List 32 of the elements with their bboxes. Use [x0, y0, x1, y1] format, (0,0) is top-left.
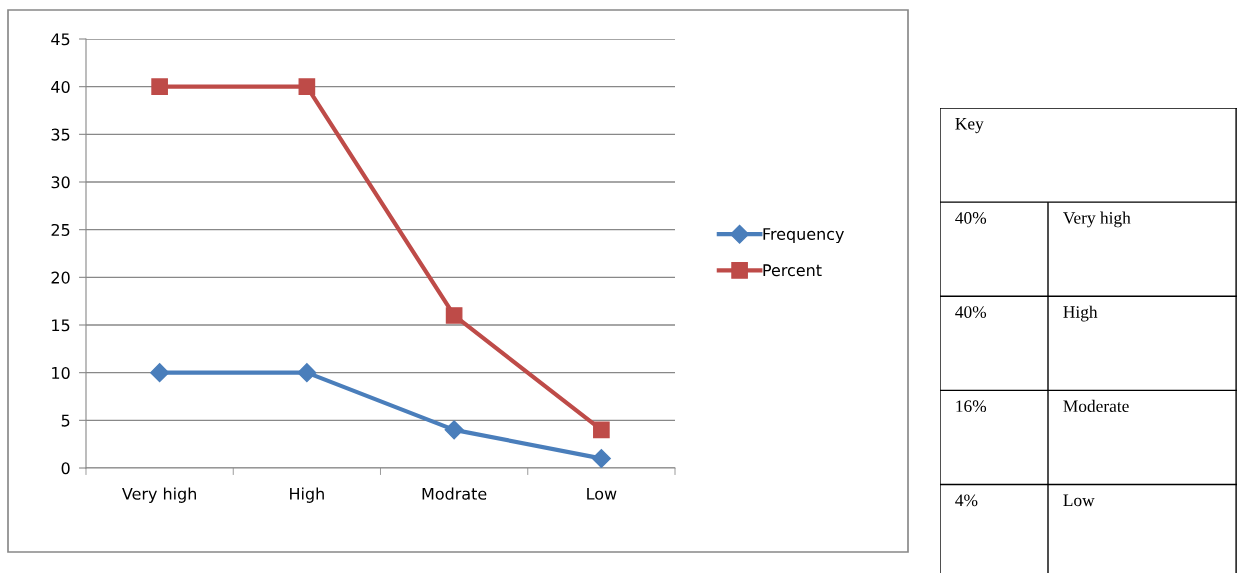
legend-label: Percent [763, 264, 822, 277]
point [445, 307, 463, 324]
x-tick-label: Very high [122, 487, 196, 503]
point [444, 420, 464, 440]
x-tick-label: High [290, 487, 324, 503]
legend-label: Frequency [763, 228, 844, 244]
y-tick-label: 25 [51, 223, 70, 236]
point [150, 363, 170, 383]
text: 4% [955, 494, 978, 507]
x-tick-label: Modrate [422, 487, 487, 500]
x-tick-label: Low [587, 487, 617, 500]
y-tick-label: 45 [51, 33, 70, 46]
text: 16% [956, 400, 987, 413]
y-tick-label: 40 [51, 80, 70, 93]
text: 40% [955, 306, 987, 318]
point [298, 78, 316, 96]
y-tick-label: 10 [52, 366, 70, 379]
y-tick-label: 0 [61, 462, 70, 475]
text: Very high [1063, 211, 1131, 228]
y-tick-label: 5 [61, 414, 70, 427]
y-tick-label: 15 [52, 319, 70, 332]
point [297, 363, 317, 383]
text: Key [955, 118, 984, 134]
y-tick-label: 35 [51, 128, 70, 141]
y-tick-label: 30 [51, 176, 70, 189]
text: 40% [955, 212, 987, 224]
point [591, 448, 611, 468]
text: High [1063, 305, 1098, 322]
y-tick-label: 20 [51, 271, 70, 284]
point [593, 421, 610, 439]
text: Moderate [1063, 399, 1129, 413]
point [151, 78, 168, 96]
